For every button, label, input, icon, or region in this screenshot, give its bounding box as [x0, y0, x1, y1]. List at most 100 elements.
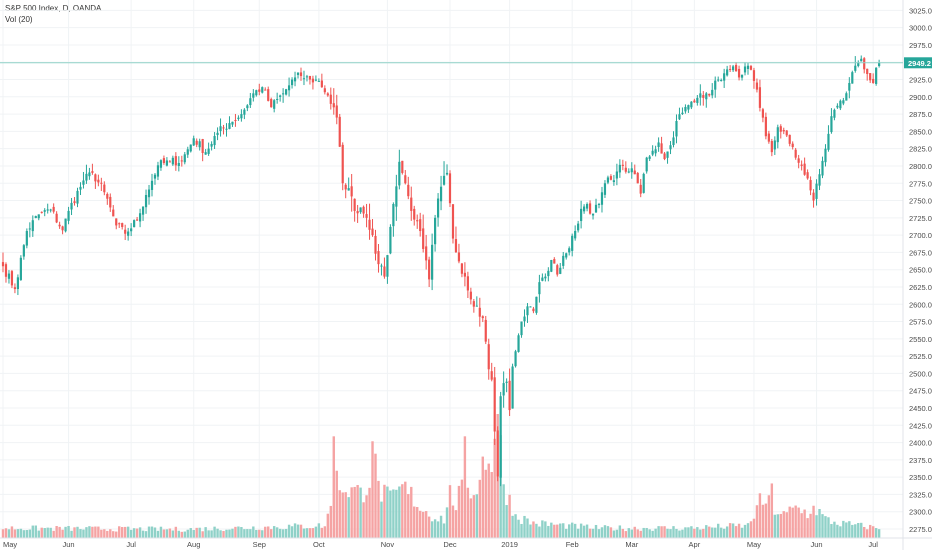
time-tick-label: Jul [126, 540, 136, 549]
volume-bar [103, 529, 106, 538]
candle-body [31, 220, 34, 232]
volume-bar [714, 527, 717, 538]
candle-body [293, 77, 297, 82]
candle [112, 205, 115, 217]
volume-bar [478, 479, 481, 538]
candle [103, 181, 106, 196]
candle-body [308, 75, 312, 80]
candle-body [28, 228, 31, 230]
candle [34, 215, 37, 219]
time-axis[interactable]: May Jun Jul Aug Sep Oct Nov Dec 2019 Feb Mar Apr May… [0, 537, 932, 549]
candle [749, 64, 753, 71]
candle-body [618, 164, 621, 173]
candle-body [329, 94, 332, 104]
grid-layer [0, 0, 903, 538]
candle [144, 189, 148, 214]
candle-body [332, 103, 335, 108]
candle-body [806, 172, 809, 179]
candle [106, 192, 109, 205]
time-tick-label: Apr [689, 540, 701, 549]
candle-body [273, 100, 276, 109]
candle-body [22, 245, 25, 257]
candle [752, 67, 756, 89]
candle-body [833, 109, 836, 118]
volume-bar [842, 520, 845, 538]
volume-bar [845, 522, 848, 538]
candle-body [76, 190, 79, 204]
volume-bar [165, 529, 169, 538]
time-tick-label: May [3, 540, 17, 549]
volume-bar [389, 490, 392, 538]
candle [267, 86, 270, 102]
volume-bar [863, 526, 866, 538]
candle-body [583, 206, 586, 212]
candle-body [734, 64, 738, 72]
price-axis[interactable]: 3025.03000.02975.02950.02925.02900.02875… [902, 0, 932, 550]
volume-bar [725, 526, 729, 538]
candle-body [597, 203, 601, 205]
volume-bar [517, 519, 520, 538]
candle-body [791, 143, 794, 148]
candle-body [481, 316, 484, 319]
candle-body [499, 396, 502, 478]
candle-body [717, 79, 720, 81]
volume-bar [499, 435, 502, 538]
candle-body [490, 371, 493, 380]
candle [398, 149, 401, 190]
candle-body [633, 170, 636, 175]
volume-bar [58, 526, 61, 538]
volume-bar [773, 514, 777, 538]
price-tick-label: 2325.0 [909, 490, 932, 499]
candle [791, 141, 794, 150]
candle-body [359, 207, 362, 213]
volume-bar [31, 525, 34, 538]
volume-bar [684, 527, 687, 538]
candle [672, 131, 675, 148]
candle [237, 115, 240, 121]
time-tick-label: Jul [868, 540, 878, 549]
candle [118, 222, 121, 228]
volume-bar [1, 529, 5, 538]
volume-bar [848, 521, 851, 538]
volume-bar [722, 528, 726, 538]
candle [779, 124, 782, 139]
candle-body [258, 89, 261, 92]
candle [520, 321, 523, 338]
volume-bar [270, 529, 273, 538]
candle-body [737, 68, 741, 78]
volume-bar [746, 523, 750, 538]
volume-bar [803, 509, 806, 538]
volume-bar [129, 529, 133, 538]
volume-bar [430, 521, 434, 538]
volume-bar [529, 524, 532, 538]
volume-bar [559, 523, 562, 538]
candle-body [305, 76, 309, 78]
candle [615, 163, 618, 186]
volume-bar [255, 529, 258, 538]
candle [61, 225, 64, 235]
volume-bar [642, 527, 645, 538]
candle-body [872, 78, 875, 83]
candle-body [317, 80, 320, 82]
candle [532, 306, 535, 314]
candle [574, 225, 577, 241]
candle [842, 97, 845, 106]
volume-bar [231, 528, 234, 538]
candle [773, 136, 776, 155]
candle [147, 184, 151, 205]
candle [320, 73, 323, 88]
volume-bar [866, 529, 869, 538]
volume-bar [240, 527, 243, 538]
candle [711, 83, 714, 99]
volume-bar [222, 531, 225, 538]
candle [326, 92, 329, 97]
time-tick-label: Jun [810, 540, 822, 549]
volume-bar [424, 511, 428, 538]
candle-body [386, 255, 389, 277]
candle [207, 142, 210, 156]
candle-body [484, 319, 487, 342]
candle-body [860, 58, 863, 62]
volume-bar [830, 524, 833, 538]
volume-bar [350, 487, 353, 538]
